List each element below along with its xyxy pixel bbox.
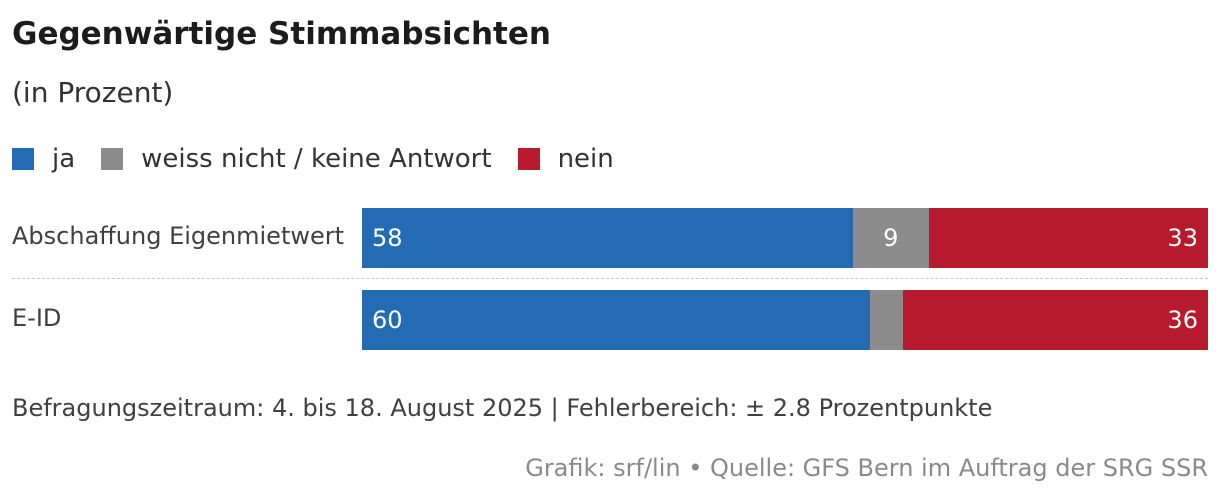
legend-item-nein: nein xyxy=(517,144,614,174)
bar-segment-abschaffung-eigenmietwert-nein: 33 xyxy=(928,208,1208,268)
category-label-abschaffung-eigenmietwert: Abschaffung Eigenmietwert xyxy=(12,222,345,250)
legend: ja weiss nicht / keine Antwort nein xyxy=(12,144,640,174)
bar-segment-abschaffung-eigenmietwert-ja: 58 xyxy=(362,208,853,268)
value-label-abschaffung-eigenmietwert-nein: 33 xyxy=(1167,224,1198,252)
value-label-e-id-ja: 60 xyxy=(372,306,403,334)
bar-segment-abschaffung-eigenmietwert-weiss-nicht-keine-antwort: 9 xyxy=(852,208,929,268)
value-label-abschaffung-eigenmietwert-ja: 58 xyxy=(372,224,403,252)
chart-title: Gegenwärtige Stimmabsichten xyxy=(12,16,551,52)
legend-swatch-nein xyxy=(517,148,540,170)
bar-row-e-id: 60 36 xyxy=(362,290,1208,350)
legend-item-ja: ja xyxy=(12,144,75,174)
source-credit: Grafik: srf/lin • Quelle: GFS Bern im Au… xyxy=(525,454,1208,482)
bar-row-abschaffung-eigenmietwert: 58 9 33 xyxy=(362,208,1208,268)
category-label-e-id: E-ID xyxy=(12,304,62,332)
row-divider xyxy=(12,278,1208,279)
value-label-e-id-nein: 36 xyxy=(1167,306,1198,334)
legend-label-ja: ja xyxy=(52,144,76,174)
bar-segment-e-id-ja: 60 xyxy=(362,290,870,350)
survey-note: Befragungszeitraum: 4. bis 18. August 20… xyxy=(12,394,993,422)
bar-segment-e-id-weiss-nicht-keine-antwort xyxy=(869,290,904,350)
legend-swatch-ja xyxy=(12,148,34,170)
bar-segment-e-id-nein: 36 xyxy=(903,290,1208,350)
legend-swatch-weiss-nicht xyxy=(101,148,124,170)
legend-label-weiss-nicht: weiss nicht / keine Antwort xyxy=(141,144,492,174)
legend-label-nein: nein xyxy=(557,144,614,174)
chart-subtitle: (in Prozent) xyxy=(12,76,174,109)
legend-item-weiss-nicht: weiss nicht / keine Antwort xyxy=(101,144,492,174)
value-label-abschaffung-eigenmietwert-weiss-nicht-keine-antwort: 9 xyxy=(883,224,899,252)
